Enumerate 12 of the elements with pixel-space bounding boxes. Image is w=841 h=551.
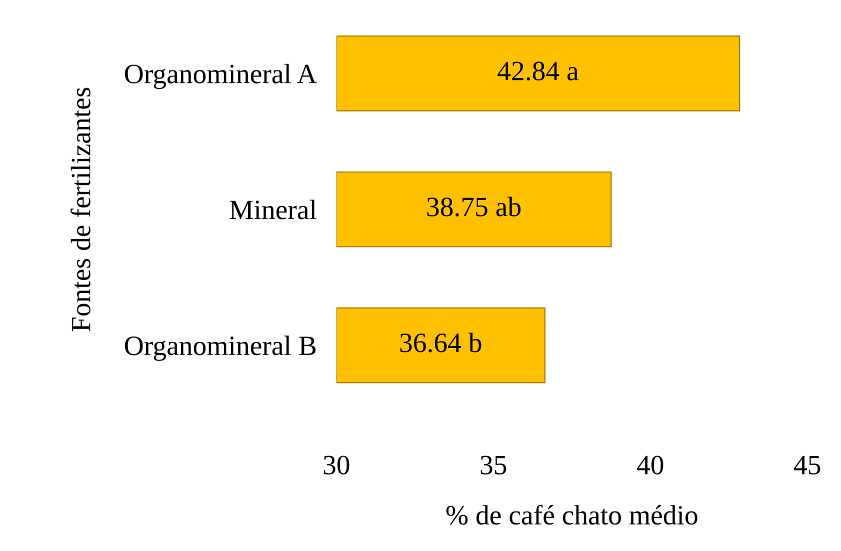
data-label: 38.75 ab — [427, 196, 521, 216]
x-tick-label: 30 — [324, 456, 350, 474]
y-axis-title: Fontes de fertilizantes — [70, 88, 90, 332]
x-tick-label: 45 — [794, 456, 820, 474]
x-tick-label: 35 — [480, 456, 506, 474]
data-label: 42.84 a — [498, 62, 578, 81]
x-axis-title: % de café chato médio — [446, 504, 698, 525]
y-tick-label: Organomineral A — [124, 64, 317, 90]
y-tick-label: Organomineral B — [124, 336, 316, 361]
data-label: 36.64 b — [400, 332, 482, 352]
x-tick-label: 40 — [637, 456, 664, 474]
y-tick-label: Mineral — [230, 200, 316, 220]
